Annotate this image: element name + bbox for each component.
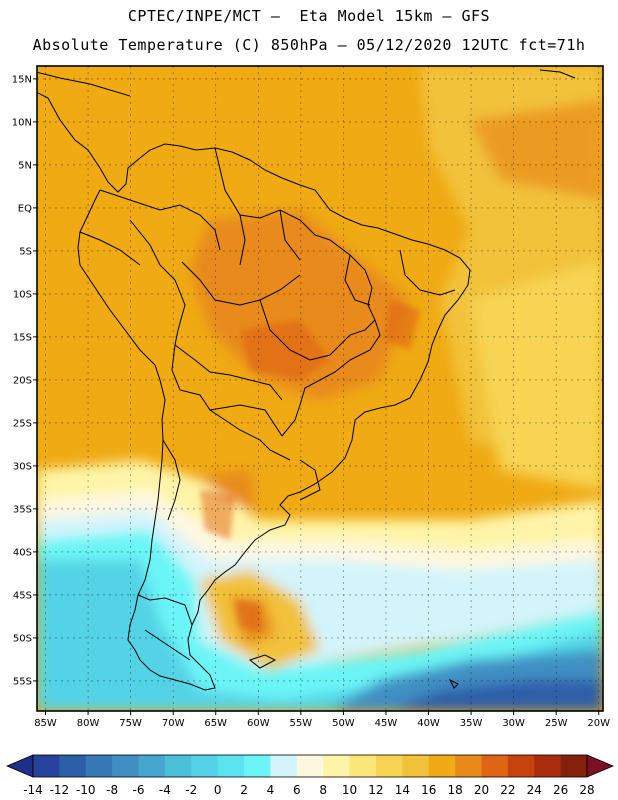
lon-label: 20W <box>587 718 610 729</box>
temperature-field <box>37 66 603 711</box>
colorbar-swatch <box>191 755 219 777</box>
colorbar: -14 -12 -10 -8 -6 -4 -2 0 2 4 6 8 10 12 14 16 18 20 22 24 26… <box>5 754 615 797</box>
colorbar-swatch <box>560 755 588 777</box>
colorbar-tick-label: -10 <box>76 783 96 797</box>
axis-ticks <box>33 78 600 715</box>
lat-label: 40S <box>13 547 32 558</box>
colorbar-tick-label: -8 <box>106 783 118 797</box>
colorbar-swatch <box>455 755 482 777</box>
lat-label: 20S <box>13 375 32 386</box>
colorbar-tick-label: 16 <box>421 783 436 797</box>
colorbar-swatch <box>85 755 113 777</box>
lon-label: 70W <box>162 718 185 729</box>
colorbar-swatch <box>244 755 271 777</box>
lat-label: 5N <box>18 160 32 171</box>
colorbar-swatch <box>217 755 245 777</box>
colorbar-tick-label: 14 <box>395 783 410 797</box>
lon-label: 55W <box>290 718 313 729</box>
lon-label: 80W <box>77 718 100 729</box>
colorbar-swatch <box>402 755 430 777</box>
colorbar-swatch <box>481 755 509 777</box>
longitude-labels: 85W 80W 75W 70W 65W 60W 55W 50W 45W 40W 35W 30W 25W 2… <box>34 718 610 729</box>
lon-label: 40W <box>417 718 440 729</box>
colorbar-swatch <box>138 755 166 777</box>
lat-label: 55S <box>13 676 32 687</box>
lat-label: 15N <box>12 74 32 85</box>
colorbar-tick-label: 26 <box>553 783 568 797</box>
graticule-grid <box>37 66 603 711</box>
lon-label: 30W <box>502 718 525 729</box>
colorbar-swatch <box>375 755 403 777</box>
map-frame <box>36 65 604 712</box>
colorbar-swatch <box>507 755 535 777</box>
lat-label: EQ <box>18 203 32 214</box>
colorbar-swatch <box>270 755 298 777</box>
colorbar-tick-label: 8 <box>319 783 327 797</box>
colorbar-swatch <box>164 755 192 777</box>
colorbar-swatch <box>534 755 562 777</box>
colorbar-tick-label: 12 <box>368 783 383 797</box>
colorbar-tick-label: 4 <box>267 783 275 797</box>
colorbar-frame <box>32 754 588 778</box>
map-title-line-2: Absolute Temperature (C) 850hPa – 05/12/… <box>32 36 586 54</box>
colorbar-tick-label: -4 <box>159 783 171 797</box>
colorbar-swatch <box>323 755 351 777</box>
map-title-line-1: CPTEC/INPE/MCT – Eta Model 15km – GFS <box>127 7 491 25</box>
lon-label: 75W <box>119 718 142 729</box>
south-america-coastline <box>37 91 471 691</box>
colorbar-tick-label: 0 <box>214 783 222 797</box>
colorbar-tick-label: -6 <box>133 783 145 797</box>
colorbar-swatch <box>428 755 456 777</box>
colorbar-over-arrow <box>586 754 615 778</box>
colorbar-tick-label: 28 <box>579 783 594 797</box>
colorbar-tick-label: -2 <box>185 783 197 797</box>
lon-label: 50W <box>332 718 355 729</box>
colorbar-tick-label: -12 <box>50 783 70 797</box>
lat-label: 30S <box>13 461 32 472</box>
lat-label: 45S <box>13 590 32 601</box>
latitude-labels: 15N 10N 5N EQ 5S 10S 15S 20S 25S 30S 35S 40S 45S 50S 5… <box>12 74 32 687</box>
colorbar-swatch <box>59 755 87 777</box>
coastlines-and-borders <box>37 69 576 691</box>
lon-label: 85W <box>34 718 57 729</box>
colorbar-tick-label: 22 <box>500 783 515 797</box>
lon-label: 35W <box>460 718 483 729</box>
lat-label: 10S <box>13 289 32 300</box>
colorbar-swatch <box>349 755 377 777</box>
lon-label: 65W <box>204 718 227 729</box>
colorbar-under-arrow <box>5 754 34 778</box>
colorbar-tick-label: 18 <box>447 783 462 797</box>
lat-label: 5S <box>19 246 32 257</box>
colorbar-swatch <box>33 755 60 777</box>
colorbar-swatch <box>296 755 324 777</box>
lat-label: 25S <box>13 418 32 429</box>
lat-label: 15S <box>13 332 32 343</box>
colorbar-tick-label: 2 <box>240 783 248 797</box>
lon-label: 60W <box>247 718 270 729</box>
lon-label: 45W <box>375 718 398 729</box>
lat-label: 10N <box>12 117 32 128</box>
lat-label: 35S <box>13 504 32 515</box>
colorbar-swatch <box>112 755 140 777</box>
colorbar-tick-label: -14 <box>23 783 43 797</box>
colorbar-tick-label: 10 <box>342 783 357 797</box>
lat-label: 50S <box>13 633 32 644</box>
colorbar-tick-label: 6 <box>293 783 301 797</box>
lon-label: 25W <box>545 718 568 729</box>
colorbar-tick-label: 20 <box>474 783 489 797</box>
colorbar-tick-label: 24 <box>527 783 542 797</box>
